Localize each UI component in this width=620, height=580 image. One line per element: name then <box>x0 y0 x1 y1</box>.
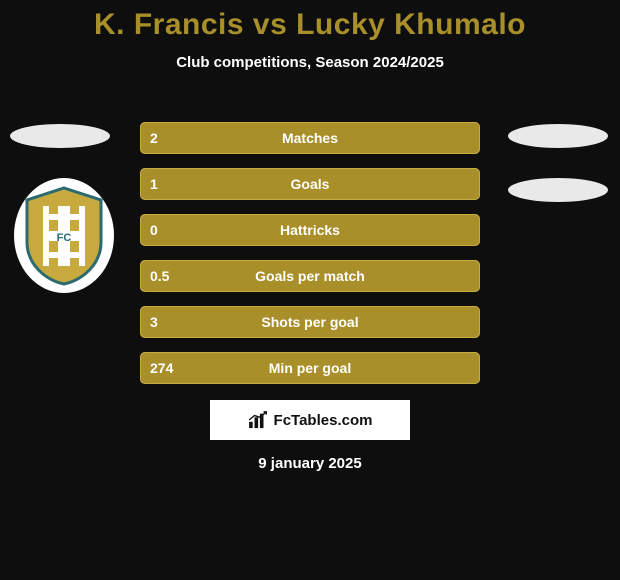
stat-row: 1Goals <box>140 168 480 200</box>
stat-label: Goals <box>140 168 480 200</box>
attribution-text: FcTables.com <box>274 412 373 429</box>
vs-title: K. Francis vs Lucky Khumalo <box>0 0 620 42</box>
stat-row: 3Shots per goal <box>140 306 480 338</box>
stat-row: 0.5Goals per match <box>140 260 480 292</box>
stat-label: Hattricks <box>140 214 480 246</box>
comparison-card: K. Francis vs Lucky Khumalo Club competi… <box>0 0 620 580</box>
stat-label: Min per goal <box>140 352 480 384</box>
stat-row: 2Matches <box>140 122 480 154</box>
bars-icon <box>248 411 270 429</box>
stat-label: Shots per goal <box>140 306 480 338</box>
snapshot-date: 9 january 2025 <box>0 455 620 472</box>
stat-label: Matches <box>140 122 480 154</box>
stat-label: Goals per match <box>140 260 480 292</box>
season-subtitle: Club competitions, Season 2024/2025 <box>0 54 620 71</box>
stats-rows: 2Matches 1Goals 0Hattricks 0.5Goals per mat… <box>0 122 620 398</box>
attribution-badge[interactable]: FcTables.com <box>208 398 412 442</box>
stat-row: 0Hattricks <box>140 214 480 246</box>
stat-row: 274Min per goal <box>140 352 480 384</box>
